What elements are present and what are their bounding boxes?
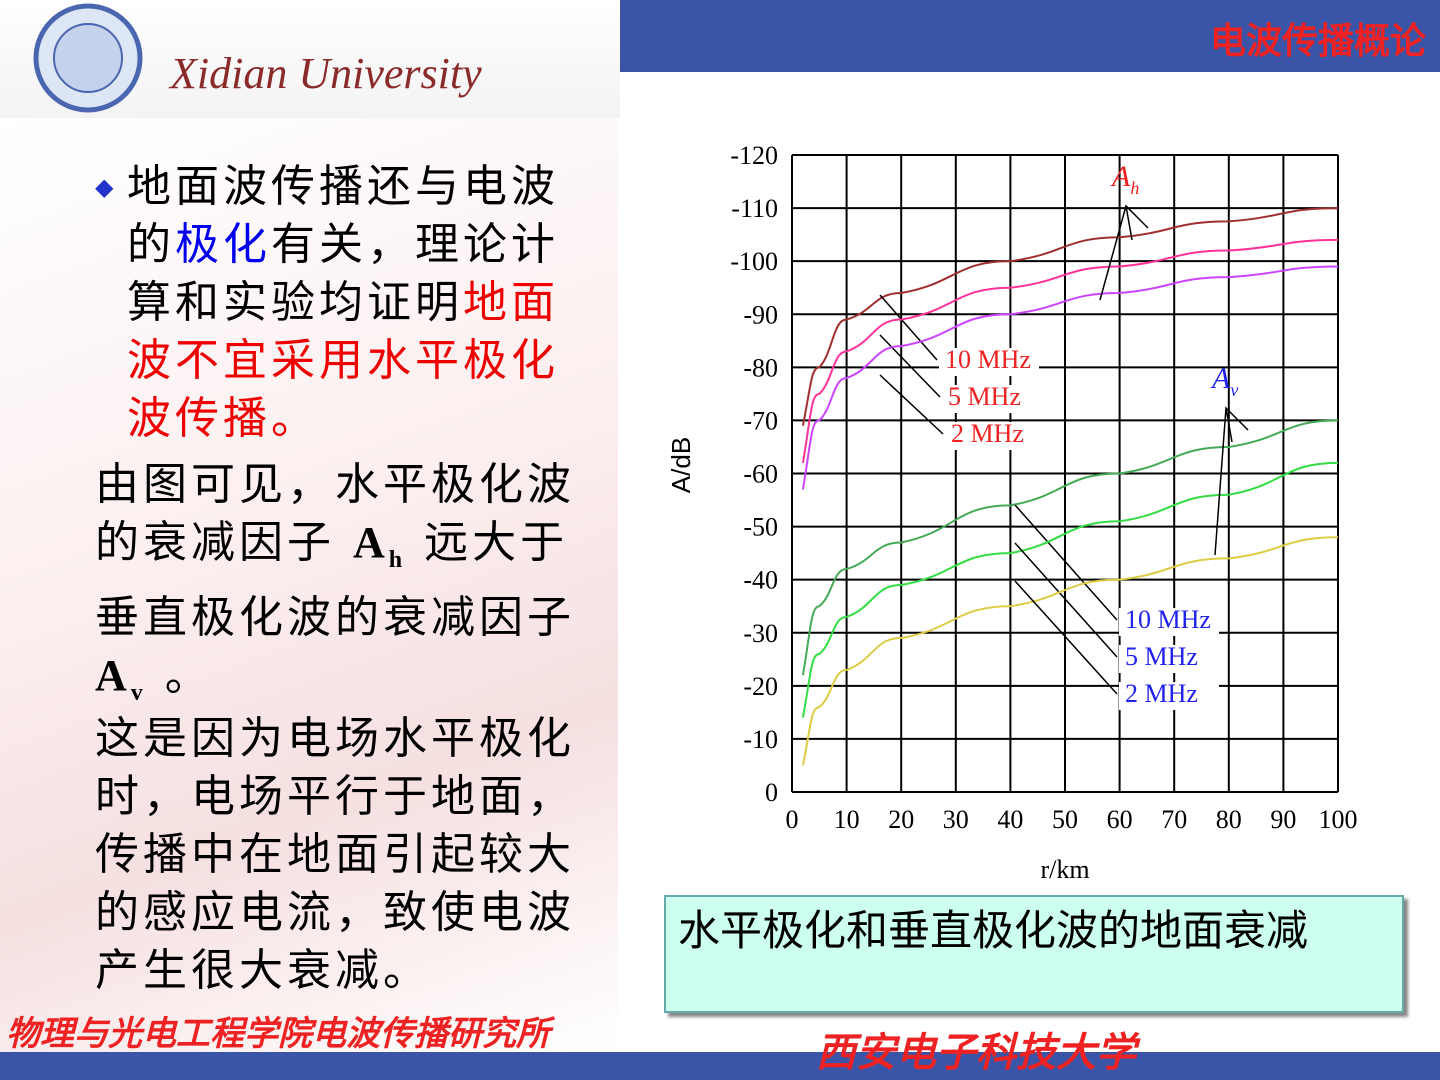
bullet-text: 地面波传播还与电波的极化有关，理论计算和实验均证明地面波不宜采用水平极化波传播。 — [127, 158, 595, 448]
annotation-arrow — [1099, 204, 1149, 301]
label-bg — [1119, 645, 1219, 673]
bullet-span: 极化 — [175, 219, 271, 270]
label-bg — [1119, 608, 1219, 636]
paragraph: 由图可见，水平极化波的衰减因子 Ah 远大于垂直极化波的衰减因子Av 。 — [95, 456, 595, 722]
label-bg — [945, 422, 1045, 450]
y-tick-label: -50 — [743, 513, 778, 542]
annotation-arrow — [1214, 406, 1249, 556]
y-tick-label: -100 — [730, 247, 778, 276]
y-tick-label: -20 — [743, 672, 778, 701]
series-line — [801, 419, 1339, 676]
series-line — [801, 207, 1339, 426]
series-line — [801, 238, 1339, 464]
y-tick-label: -120 — [730, 141, 778, 170]
series-line — [801, 265, 1339, 490]
leader-line — [879, 294, 938, 361]
x-tick-label: 0 — [786, 805, 799, 834]
symbol: A — [95, 650, 131, 700]
series-line — [801, 536, 1339, 766]
symbol: A — [353, 518, 389, 567]
series-label: 10 MHz — [1125, 605, 1211, 634]
annotation: Ah — [1110, 160, 1139, 198]
bullet-span: 地面波传播还与电波的 — [127, 161, 559, 270]
y-tick-label: -70 — [743, 406, 778, 435]
subscript: h — [388, 546, 407, 573]
x-tick-label: 60 — [1107, 805, 1133, 834]
x-tick-label: 50 — [1052, 805, 1078, 834]
bullet-span: 地面波不宜采用水平极化波传播。 — [127, 277, 559, 444]
series-line — [801, 461, 1339, 718]
annotation-sub: v — [1230, 380, 1238, 400]
emblem-inner — [53, 23, 123, 93]
footer-institute: 物理与光电工程学院电波传播研究所 — [6, 1014, 550, 1054]
bullet-span: 有关，理论计算和实验均证明 — [127, 219, 559, 328]
series-label: 5 MHz — [1125, 642, 1198, 671]
x-tick-label: 20 — [888, 805, 914, 834]
x-tick-label: 30 — [943, 805, 969, 834]
annotation-sub: h — [1130, 178, 1139, 198]
label-bg — [1119, 682, 1219, 710]
paragraph: 这是因为电场水平极化时，电场平行于地面，传播中在地面引起较大的感应电流，致使电波… — [95, 713, 575, 996]
y-tick-label: -80 — [743, 353, 778, 382]
y-tick-label: -10 — [743, 725, 778, 754]
annotation-text: A — [1110, 160, 1131, 193]
x-tick-label: 40 — [997, 805, 1023, 834]
annotation-text: A — [1210, 362, 1231, 395]
x-axis-label: r/km — [1040, 855, 1089, 884]
leader-line — [879, 334, 941, 398]
y-axis-label: A/dB — [666, 437, 696, 493]
annotation: Av — [1210, 362, 1238, 400]
text: 由图可见，水平极化波的衰减因子 — [95, 459, 575, 568]
x-tick-label: 80 — [1216, 805, 1242, 834]
series-label: 2 MHz — [951, 419, 1024, 448]
course-title: 电波传播概论 — [1209, 21, 1426, 62]
text: 。 — [146, 649, 213, 701]
y-tick-label: -30 — [743, 619, 778, 648]
bullet-icon: ◆ — [95, 173, 118, 201]
logo-area: Xidian University — [0, 0, 620, 118]
series-label: 10 MHz — [945, 345, 1031, 374]
bullet-paragraph: ◆ 地面波传播还与电波的极化有关，理论计算和实验均证明地面波不宜采用水平极化波传播… — [95, 158, 595, 448]
series-label: 2 MHz — [1125, 679, 1198, 708]
x-tick-label: 100 — [1319, 805, 1358, 834]
x-tick-label: 10 — [834, 805, 860, 834]
x-tick-label: 70 — [1161, 805, 1187, 834]
caption: 水平极化和垂直极化波的地面衰减 — [664, 895, 1404, 1013]
footer-bar — [0, 1052, 1440, 1080]
leader-line — [1014, 580, 1118, 695]
label-bg — [942, 385, 1042, 413]
y-tick-label: -40 — [743, 566, 778, 595]
subscript: v — [130, 679, 147, 706]
y-tick-label: -90 — [743, 300, 778, 329]
y-tick-label: 0 — [765, 778, 778, 807]
leader-line — [1014, 504, 1118, 621]
leader-line — [879, 374, 944, 435]
footer-university: 西安电子科技大学 — [816, 1030, 1136, 1076]
x-tick-label: 90 — [1270, 805, 1296, 834]
left-panel — [0, 118, 618, 1052]
leader-line — [1014, 542, 1118, 658]
y-tick-label: -110 — [731, 194, 778, 223]
text: 远大于垂直极化波的衰减因子 — [95, 517, 575, 643]
label-bg — [939, 348, 1039, 376]
series-label: 5 MHz — [948, 382, 1021, 411]
university-en: Xidian University — [168, 49, 482, 98]
chart: A/dB r/km 0 -10 -20 -30 -40 -50 -60 -70 -80 -90 -1… — [666, 141, 1358, 884]
logo: Xidian University — [33, 3, 482, 113]
y-tick-label: -60 — [743, 460, 778, 489]
